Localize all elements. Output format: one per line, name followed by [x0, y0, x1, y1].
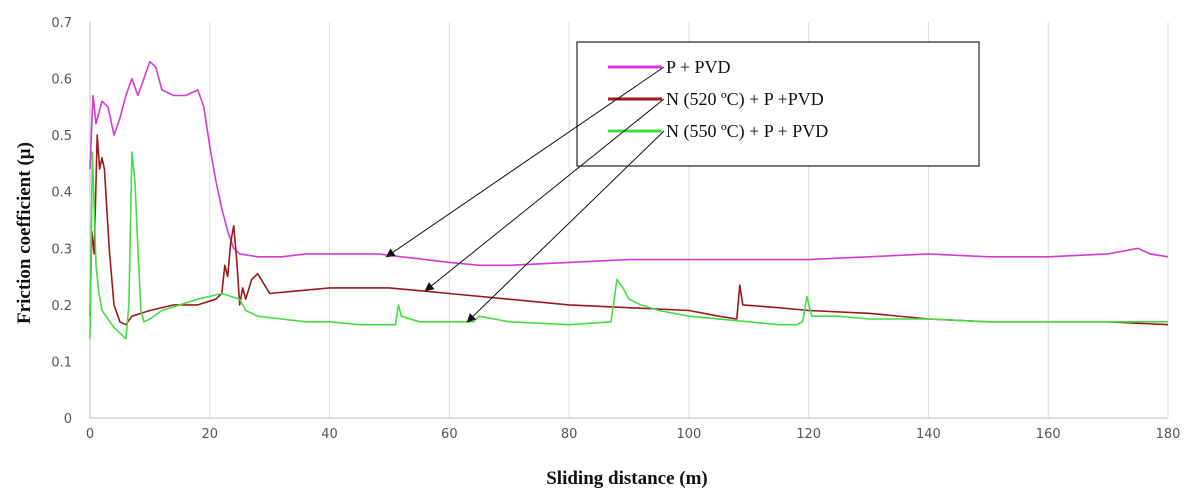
y-axis-title: Friction coefficient (µ) — [14, 142, 35, 324]
legend-label-2: N (520 ºC) + P +PVD — [666, 89, 824, 110]
x-tick-label: 180 — [1156, 427, 1181, 442]
y-tick-label: 0.6 — [51, 73, 72, 88]
legend-label-3: N (550 ºC) + P + PVD — [666, 121, 828, 142]
legend-box — [576, 41, 980, 167]
axes — [89, 22, 1168, 419]
x-tick-label: 40 — [321, 427, 338, 442]
y-tick-label: 0.1 — [51, 355, 72, 370]
y-tick-label: 0 — [64, 412, 72, 427]
legend-label-1: P + PVD — [666, 57, 731, 77]
x-tick-label: 140 — [916, 427, 941, 442]
y-tick-label: 0.5 — [51, 129, 72, 144]
series-lines — [89, 60, 1169, 340]
x-tick-label: 20 — [202, 427, 219, 442]
series-line-2 — [89, 134, 1169, 326]
x-tick-label: 60 — [441, 427, 458, 442]
annotation-arrow-1 — [385, 66, 665, 258]
series-line-1 — [89, 60, 1169, 267]
tick-labels: 0 20 40 60 80 100 120 140 160 180 0 0.1 0.2 0.3 0.4 0.5… — [51, 16, 1180, 442]
y-tick-label: 0.4 — [51, 186, 72, 201]
x-tick-label: 80 — [561, 427, 578, 442]
y-tick-label: 0.3 — [51, 242, 72, 257]
legend: P + PVD N (520 ºC) + P +PVD N (550 ºC) + P… — [576, 41, 980, 167]
x-axis-title: Sliding distance (m) — [546, 468, 708, 489]
x-tick-label: 160 — [1036, 427, 1061, 442]
x-tick-label: 0 — [86, 427, 94, 442]
annotation-arrow-3 — [466, 130, 665, 323]
x-tick-label: 100 — [676, 427, 701, 442]
y-tick-label: 0.2 — [51, 299, 72, 314]
annotation-arrow-2 — [424, 98, 665, 292]
annotation-arrows — [385, 66, 665, 323]
series-line-3 — [89, 151, 1168, 340]
x-tick-label: 120 — [796, 427, 821, 442]
y-tick-label: 0.7 — [51, 16, 72, 31]
